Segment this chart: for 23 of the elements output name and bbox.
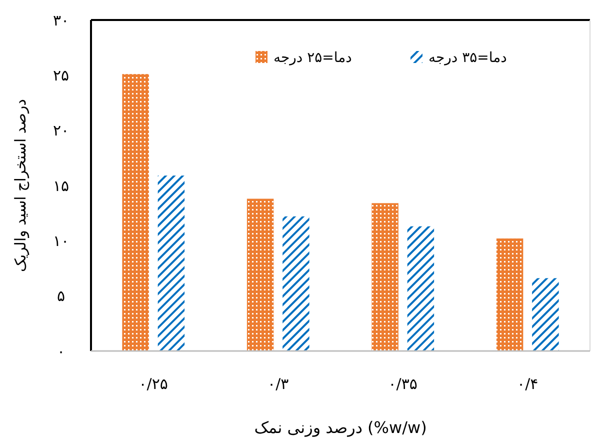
x-tick-label: ۰/۳ — [268, 375, 289, 393]
x-axis-title: درصد وزنی نمک (%w/w) — [254, 418, 427, 437]
x-tick-label: ۰/۴ — [517, 375, 538, 393]
bar — [282, 216, 310, 351]
bar — [158, 176, 185, 351]
bar — [407, 226, 434, 351]
x-tick-label: ۰/۲۵ — [138, 375, 168, 393]
bar — [496, 238, 524, 351]
y-tick-label: ۵ — [56, 287, 66, 306]
bar — [532, 278, 559, 351]
y-tick-label: ۲۵ — [52, 66, 70, 84]
legend-label: دما=۲۵ درجه — [274, 50, 352, 66]
bar — [372, 203, 398, 351]
y-tick-label: ۳۰ — [52, 11, 70, 30]
bar — [122, 74, 149, 351]
legend-label: دما=۳۵ درجه — [428, 50, 507, 66]
y-tick-label: ۲۰ — [52, 122, 70, 140]
y-tick-label: ۱۵ — [52, 176, 70, 195]
x-tick-label: ۰/۳۵ — [388, 375, 418, 393]
y-axis-title: درصد استخراج اسید والریک — [11, 99, 30, 272]
bar — [246, 198, 274, 351]
y-tick-label: ۰ — [56, 342, 66, 360]
y-tick-label: ۱۰ — [52, 232, 70, 250]
